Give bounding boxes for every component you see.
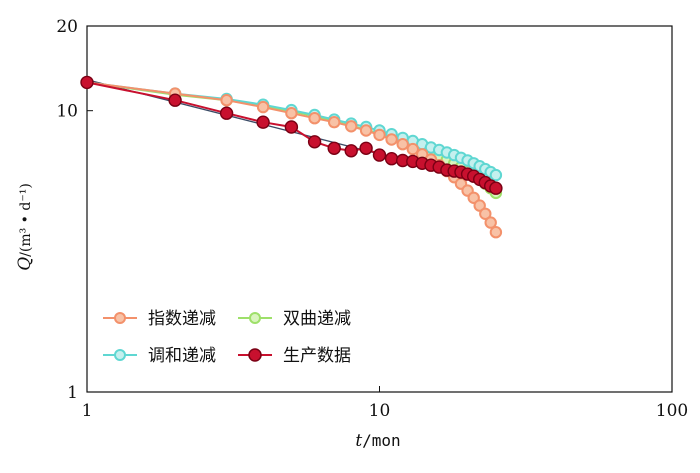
y-tick-label: 10 xyxy=(56,102,78,122)
x-tick-label: 100 xyxy=(656,401,688,421)
data-point-production xyxy=(284,120,299,134)
x-axis-label: t/mon xyxy=(355,431,400,451)
data-point-exponential xyxy=(385,133,398,146)
y-tick-label: 1 xyxy=(67,383,78,403)
data-point-exponential xyxy=(396,138,409,151)
axis-ticks: 1 10 100 1 10 20 xyxy=(56,17,688,421)
data-point-production xyxy=(256,115,270,129)
data-point-harmonic xyxy=(489,168,503,182)
data-point-production xyxy=(168,93,182,107)
legend: 指数递减 双曲递减 调和递减 生产数据 xyxy=(103,309,351,366)
series-production xyxy=(80,75,503,195)
data-point-exponential xyxy=(479,207,492,221)
data-point-exponential xyxy=(256,100,270,114)
data-point-exponential xyxy=(345,120,358,133)
x-axis-var: t xyxy=(355,431,362,451)
plot-frame xyxy=(86,25,673,393)
data-point-production xyxy=(359,141,373,156)
data-point-production xyxy=(307,135,322,149)
x-tick-label: 10 xyxy=(369,401,391,421)
data-point-exponential xyxy=(467,191,480,205)
y-tick-label: 20 xyxy=(56,17,78,37)
data-point-exponential xyxy=(359,124,373,137)
legend-label-production: 生产数据 xyxy=(283,346,351,366)
y-axis-unit: /(m³ • d⁻¹) xyxy=(18,183,34,257)
legend-item-hyperbolic: 双曲递减 xyxy=(238,309,351,329)
y-axis-label: Q/(m³ • d⁻¹) xyxy=(15,183,35,271)
data-point-production xyxy=(80,75,94,90)
series-group xyxy=(80,75,503,239)
data-point-exponential xyxy=(328,116,341,129)
data-point-exponential xyxy=(489,226,503,239)
legend-label-exponential: 指数递减 xyxy=(148,309,216,329)
data-point-exponential xyxy=(220,94,233,107)
data-point-exponential xyxy=(484,216,497,229)
data-point-production xyxy=(344,144,358,158)
legend-item-production: 生产数据 xyxy=(238,346,351,366)
data-point-exponential xyxy=(406,142,419,156)
data-point-exponential xyxy=(308,112,321,125)
data-point-exponential xyxy=(473,199,486,212)
data-point-production xyxy=(219,106,234,120)
legend-item-harmonic: 调和递减 xyxy=(103,346,216,366)
y-axis-var: Q xyxy=(15,257,35,271)
data-point-exponential xyxy=(285,107,298,120)
x-tick-label: 1 xyxy=(82,401,93,421)
data-point-production xyxy=(384,151,399,166)
data-point-production xyxy=(372,148,387,162)
data-point-production xyxy=(489,181,503,195)
data-point-exponential xyxy=(373,128,386,142)
data-point-production xyxy=(327,141,341,156)
legend-item-exponential: 指数递减 xyxy=(103,309,216,329)
x-axis-unit: /mon xyxy=(362,431,401,450)
legend-label-hyperbolic: 双曲递减 xyxy=(283,309,351,329)
legend-label-harmonic: 调和递减 xyxy=(148,346,216,366)
